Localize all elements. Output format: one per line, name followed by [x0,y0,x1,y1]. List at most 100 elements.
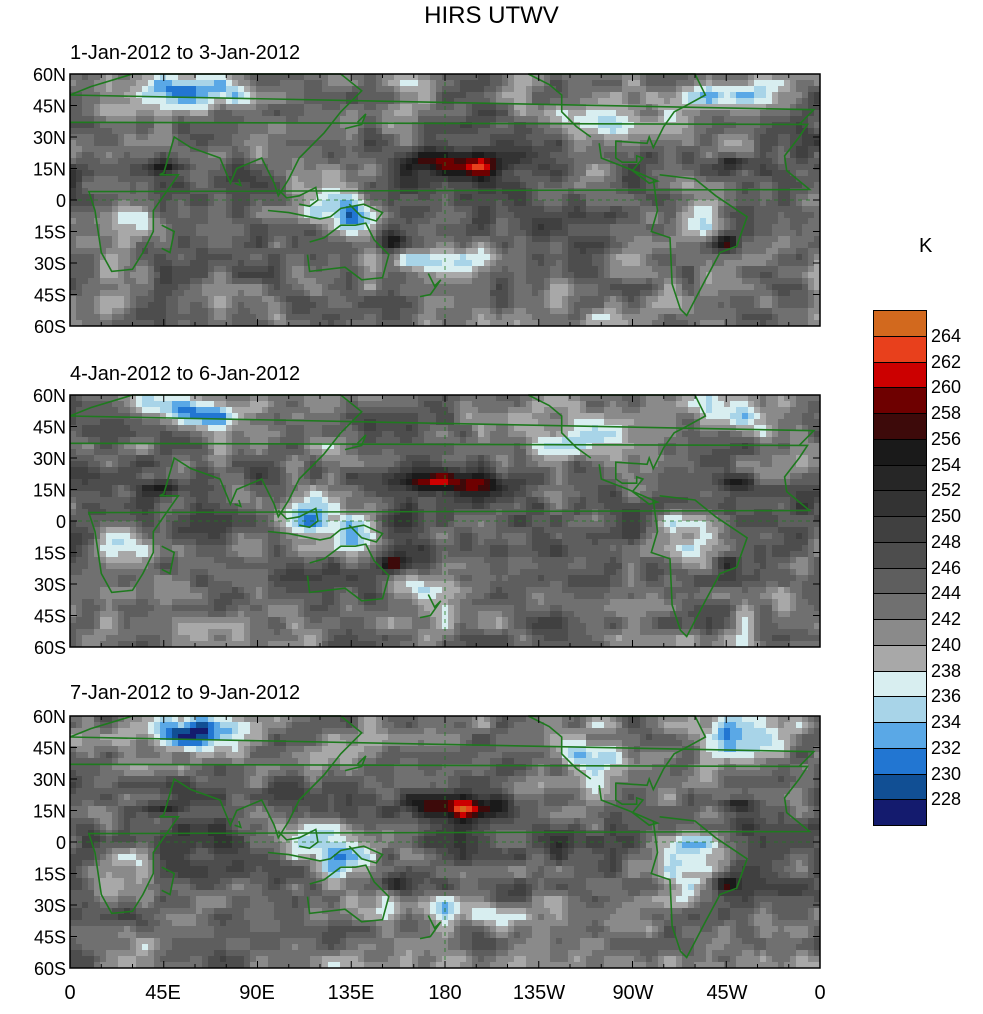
lat-label: 15S [34,544,66,564]
colorbar-label: 232 [931,737,962,758]
lat-label: 30S [34,896,66,916]
lat-label: 0 [56,512,66,532]
panel-2-title: 4-Jan-2012 to 6-Jan-2012 [70,363,301,385]
colorbar-swatch [873,310,927,337]
colorbar-swatch [873,516,927,543]
lat-label: 60N [33,707,66,727]
lat-label: 60S [34,959,66,979]
colorbar-label: 256 [931,428,962,449]
map-panel-1: 60N 45N 30N 15N 0 15S 30S 45S 60S [0,65,870,337]
colorbar-label: 228 [931,789,962,810]
colorbar-label: 236 [931,686,962,707]
lat-label: 45S [34,928,66,948]
lat-label: 30N [33,770,66,790]
colorbar-swatch [873,464,927,492]
colorbar-swatch [873,567,927,595]
coastline [161,866,176,896]
colorbar-unit: K [919,235,933,257]
map-panel-3: 60N 45N 30N 15N 0 15S 30S 45S 60S [0,707,870,979]
colorbar-swatch [873,722,927,749]
colorbar-swatch [873,438,927,466]
lat-label: 30S [34,254,66,274]
coastline [419,915,442,940]
lat-label: 60N [33,65,66,85]
colorbar-label: 258 [931,403,962,423]
coastline [161,545,176,575]
coastline [527,394,707,506]
map-panel-2: 60N 45N 30N 15N 0 15S 30S 45S 60S [0,386,870,658]
coastline [277,828,319,850]
lon-label: 180 [428,982,462,1004]
colorbar-label: 248 [931,531,962,552]
colorbar-swatch [873,644,927,672]
map-panel-2-svg: 60N 45N 30N 15N 0 15S 30S 45S 60S [33,386,821,658]
colorbar-label: 238 [931,660,962,681]
lon-label: 90E [239,982,275,1004]
coastline [419,273,442,298]
colorbar-label: 242 [931,609,962,629]
lat-label: 60S [34,638,66,658]
coastline [344,434,367,451]
lon-label: 135W [512,982,566,1004]
coastline [234,499,243,508]
coastline [277,507,319,529]
coastline [161,224,176,254]
colorbar-swatch [873,593,927,620]
lat-label: 45N [33,739,66,759]
colorbar-label: 252 [931,480,962,501]
coastline [650,816,749,959]
figure-title: HIRS UTWV [424,2,559,29]
lat-label: 45N [33,418,66,438]
map-panel-1-svg: 60N 45N 30N 15N 0 15S 30S 45S 60S [33,65,821,337]
colorbar-swatch [873,387,927,414]
lon-label: 135E [327,982,375,1004]
coastline [650,174,749,317]
colorbar-label: 254 [931,454,962,475]
colorbar-swatch [873,541,927,569]
longitude-axis: 0 45E 90E 135E 180 135W 90W 45W 0 [0,982,870,1012]
colorbar-label: 230 [931,763,962,784]
colorbar-label: 260 [931,377,962,398]
lat-label: 15S [34,865,66,885]
coastline [267,524,384,543]
colorbar-swatch [873,670,927,698]
colorbar-swatch [873,361,927,389]
lat-label: 0 [56,191,66,211]
colorbar-label: 262 [931,351,962,372]
coastline [277,186,319,208]
colorbar-swatch [873,799,927,826]
utwv-field-1 [70,74,820,326]
lat-label: 60N [33,386,66,406]
lat-label: 45S [34,607,66,627]
coastline [267,203,384,222]
lat-label: 45S [34,286,66,306]
coastline [234,178,243,187]
lat-label: 15S [34,223,66,243]
colorbar-label: 264 [931,325,962,346]
colorbar-swatch [873,747,927,775]
coastline [419,594,442,619]
lat-label: 15N [33,160,66,180]
panel-1-title: 1-Jan-2012 to 3-Jan-2012 [70,42,301,64]
map-panel-3-svg: 60N 45N 30N 15N 0 15S 30S 45S 60S [33,707,821,979]
coastline [650,495,749,638]
coastline [234,820,243,829]
lat-label: 30N [33,449,66,469]
coastline [344,755,367,772]
lat-label: 45N [33,97,66,117]
lat-label: 60S [34,317,66,337]
colorbar-swatch [873,413,927,440]
lon-label: 0 [64,982,76,1004]
lat-label: 15N [33,802,66,822]
utwv-field-2 [70,395,820,647]
colorbar-label: 250 [931,506,962,526]
coastline [306,222,390,281]
lat-label: 30S [34,575,66,595]
coastline [306,864,390,923]
colorbar-label: 234 [931,712,962,732]
colorbar-swatch [873,773,927,801]
lon-label: 0 [814,982,826,1004]
coastline [527,715,707,827]
lat-label: 30N [33,128,66,148]
colorbar-label: 240 [931,634,962,655]
